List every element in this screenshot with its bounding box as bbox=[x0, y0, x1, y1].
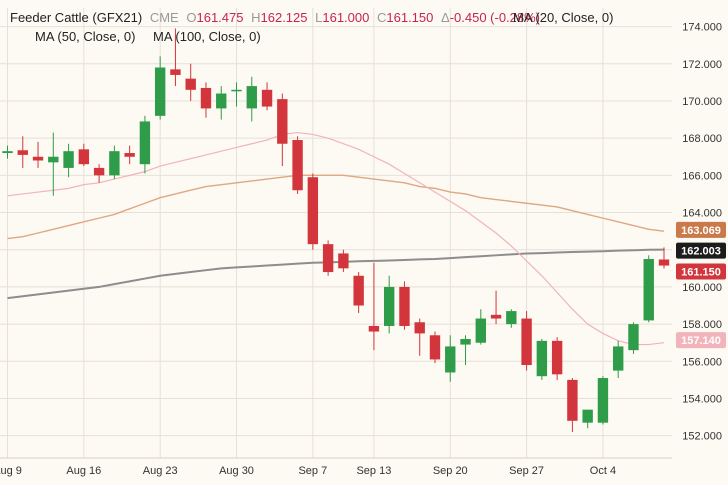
candle-body bbox=[261, 89, 273, 107]
candle-body bbox=[551, 340, 563, 375]
candle-body bbox=[216, 93, 227, 109]
y-tick-label: 160.000 bbox=[682, 282, 722, 294]
x-tick-label: Oct 4 bbox=[590, 465, 616, 477]
x-axis: Aug 9 Aug 16 Aug 23 Aug 30 Sep 7 Sep 13 Sep 20… bbox=[0, 465, 616, 477]
ma20-legend: MA (20, Close, 0) bbox=[513, 10, 614, 25]
candle-body bbox=[2, 151, 13, 154]
grid-lines bbox=[0, 8, 672, 459]
y-tick-label: 152.000 bbox=[682, 431, 722, 443]
candle-body bbox=[231, 89, 242, 92]
price-tag bbox=[676, 221, 726, 238]
high-value: 162.125 bbox=[260, 10, 308, 25]
chart-header: Feeder Cattle (GFX21) CME O161.475 H162.… bbox=[10, 10, 540, 25]
y-tick-label: 170.000 bbox=[682, 96, 722, 108]
candle-body bbox=[475, 318, 486, 343]
moving-average-lines bbox=[7, 131, 665, 346]
close-value: 161.150 bbox=[386, 10, 434, 25]
ma50-line bbox=[7, 174, 665, 240]
candle-body bbox=[536, 340, 548, 377]
candle-body bbox=[78, 149, 90, 165]
x-tick-label: Aug 16 bbox=[66, 465, 101, 477]
candle-body bbox=[124, 153, 135, 157]
price-tag-label: 157.140 bbox=[681, 335, 721, 347]
candle-body bbox=[399, 286, 410, 326]
x-tick-label: Sep 27 bbox=[509, 465, 544, 477]
candle-body bbox=[277, 99, 288, 144]
low-value: 161.000 bbox=[322, 10, 370, 25]
candle-body bbox=[170, 69, 181, 75]
candle-body bbox=[32, 156, 44, 161]
candle-body bbox=[154, 67, 166, 116]
candle-body bbox=[383, 286, 395, 326]
candle-body bbox=[109, 151, 120, 176]
x-tick-label: Aug 23 bbox=[143, 465, 178, 477]
candle-body bbox=[429, 335, 441, 360]
ma20-line bbox=[7, 131, 665, 346]
x-tick-label: Sep 7 bbox=[298, 465, 327, 477]
price-tag-label: 162.003 bbox=[681, 246, 721, 258]
candle-body bbox=[246, 86, 257, 109]
candle-body bbox=[93, 167, 105, 176]
price-tag bbox=[676, 242, 726, 259]
candle-body bbox=[338, 253, 349, 269]
candle-body bbox=[292, 140, 303, 191]
ma100-legend: MA (100, Close, 0) bbox=[153, 29, 261, 44]
low-label: L bbox=[315, 10, 323, 25]
high-label: H bbox=[251, 10, 261, 25]
candle-body bbox=[414, 322, 425, 334]
change-value: -0.450 (-0.28%) bbox=[449, 10, 541, 25]
candle-body bbox=[353, 275, 364, 306]
candle-body bbox=[185, 78, 196, 90]
price-tag-label: 163.069 bbox=[681, 225, 721, 237]
candle-body bbox=[139, 121, 151, 165]
candle-body bbox=[506, 311, 517, 325]
x-tick-label: Aug 30 bbox=[219, 465, 254, 477]
y-tick-label: 156.000 bbox=[682, 356, 722, 368]
candle-body bbox=[658, 259, 670, 266]
y-tick-label: 158.000 bbox=[682, 319, 722, 331]
candle-body bbox=[567, 379, 578, 421]
y-tick-label: 166.000 bbox=[682, 170, 722, 182]
price-tags: 163.069 162.003 161.150 157.140 bbox=[676, 221, 726, 349]
candle-body bbox=[48, 156, 59, 163]
price-tag bbox=[676, 263, 726, 280]
candle-body bbox=[200, 87, 212, 109]
candle-body bbox=[597, 378, 609, 423]
y-tick-label: 164.000 bbox=[682, 208, 722, 220]
open-label: O bbox=[186, 10, 197, 25]
change-label: Δ bbox=[441, 10, 450, 25]
symbol-name: Feeder Cattle (GFX21) bbox=[10, 10, 143, 25]
candle-body bbox=[521, 318, 532, 366]
price-tag-label: 161.150 bbox=[681, 267, 721, 279]
candle-body bbox=[490, 314, 502, 319]
candle-body bbox=[63, 151, 74, 168]
ma50-legend: MA (50, Close, 0) bbox=[35, 29, 136, 44]
candle-body bbox=[643, 259, 654, 321]
y-tick-label: 174.000 bbox=[682, 22, 722, 34]
y-tick-label: 168.000 bbox=[682, 133, 722, 145]
candle-body bbox=[322, 244, 334, 273]
candle-body bbox=[307, 177, 319, 245]
ma100-line bbox=[7, 248, 665, 300]
price-tag bbox=[676, 332, 726, 349]
candles bbox=[2, 28, 670, 432]
x-tick-label: Sep 20 bbox=[433, 465, 468, 477]
open-value: 161.475 bbox=[196, 10, 244, 25]
candle-body bbox=[582, 409, 593, 423]
x-tick-label: Aug 9 bbox=[0, 465, 22, 477]
exchange-label: CME bbox=[149, 10, 179, 25]
y-tick-label: 172.000 bbox=[682, 59, 722, 71]
candle-body bbox=[17, 150, 28, 155]
candle-body bbox=[368, 325, 380, 332]
candle-body bbox=[445, 346, 456, 373]
close-label: C bbox=[376, 10, 387, 25]
candle-body bbox=[460, 338, 471, 345]
candle-body bbox=[613, 346, 624, 371]
candle-body bbox=[628, 324, 639, 351]
y-tick-label: 154.000 bbox=[682, 393, 722, 405]
x-tick-label: Sep 13 bbox=[356, 465, 391, 477]
